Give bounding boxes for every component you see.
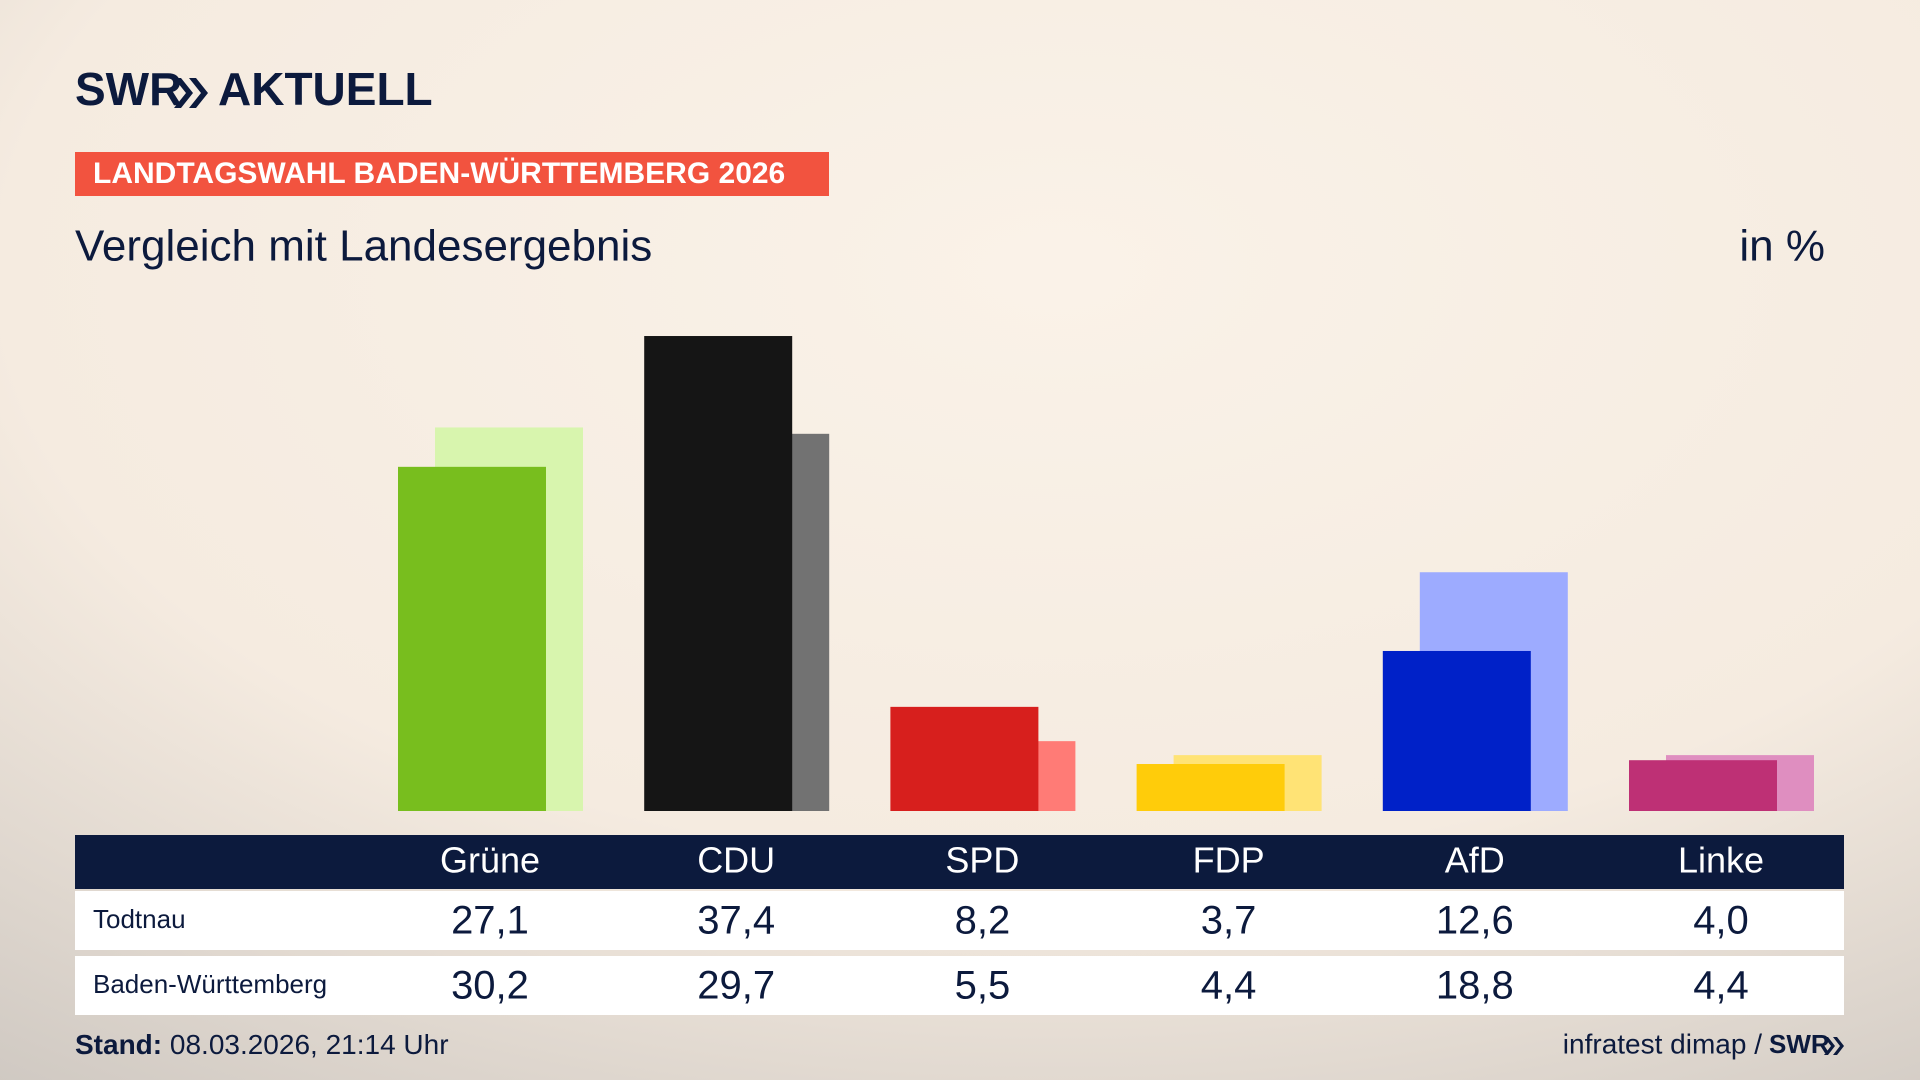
value-label: 12,6 <box>1436 899 1514 943</box>
logo-brand: SWR <box>75 63 182 115</box>
value-label: 4,0 <box>1693 899 1749 943</box>
row-label: Todtnau <box>93 904 186 934</box>
value-label: 4,4 <box>1201 964 1257 1008</box>
category-label: AfD <box>1445 840 1505 881</box>
logo-name: AKTUELL <box>218 63 433 115</box>
value-label: 30,2 <box>451 964 529 1008</box>
value-label: 18,8 <box>1436 964 1514 1008</box>
category-label: Grüne <box>440 840 540 881</box>
bar <box>1382 650 1531 811</box>
kicker: LANDTAGSWAHL BADEN-WÜRTTEMBERG 2026 <box>93 157 785 190</box>
value-label: 4,4 <box>1693 964 1749 1008</box>
bar <box>398 466 546 811</box>
unit: in % <box>1739 222 1825 271</box>
value-label: 3,7 <box>1201 899 1257 943</box>
bar <box>1629 760 1777 811</box>
category-label: FDP <box>1193 840 1265 881</box>
bar <box>890 706 1039 811</box>
source-brand: SWR <box>1769 1029 1830 1059</box>
chart-title: Vergleich mit Landesergebnis <box>75 222 652 271</box>
row-label: Baden-Württemberg <box>93 969 327 999</box>
stand-date: 08.03.2026, 21:14 Uhr <box>170 1029 449 1060</box>
value-label: 27,1 <box>451 899 529 943</box>
value-label: 29,7 <box>697 964 775 1008</box>
source: infratest dimap / <box>1563 1028 1762 1059</box>
table-row <box>75 891 1844 950</box>
stand-label: Stand: <box>75 1029 162 1060</box>
footer-stand: Stand: 08.03.2026, 21:14 Uhr <box>75 1029 449 1060</box>
table-row <box>75 956 1844 1015</box>
bar <box>644 336 793 811</box>
category-label: CDU <box>697 840 775 881</box>
kicker-band <box>75 152 829 196</box>
value-label: 5,5 <box>955 964 1011 1008</box>
value-label: 8,2 <box>955 899 1011 943</box>
bar <box>1136 764 1285 811</box>
category-label: SPD <box>945 840 1019 881</box>
logo-chevrons <box>174 78 208 108</box>
category-label: Linke <box>1678 840 1764 881</box>
source-chevrons <box>1824 1037 1844 1055</box>
value-label: 37,4 <box>697 899 775 943</box>
table-header <box>75 835 1844 889</box>
